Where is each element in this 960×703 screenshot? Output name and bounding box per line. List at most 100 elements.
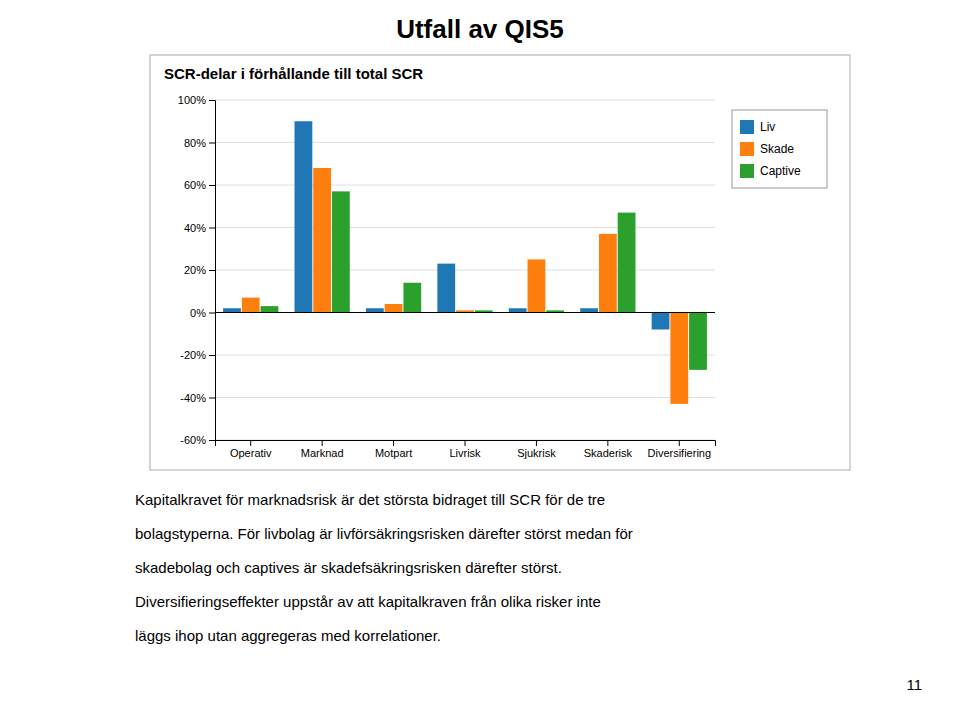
body-line: skadebolag och captives är skadefsäkring… [135,559,562,576]
bar [689,313,707,370]
x-tick-label: Diversifiering [647,447,711,459]
y-tick-label: 40% [184,222,206,234]
x-tick-mark [679,440,680,446]
bar [437,264,455,313]
legend-label: Captive [760,164,801,178]
y-tick-label: -40% [180,392,206,404]
grid-line [215,227,715,228]
page-title: Utfall av QIS5 [396,14,564,44]
x-tick: Sjukrisk [517,440,556,459]
bar [580,308,598,312]
bar [295,121,313,312]
x-tick-label: Operativ [230,447,272,459]
page-number: 11 [906,676,922,693]
grid-line [215,270,715,271]
y-tick-label: 80% [184,137,206,149]
bar [332,191,350,312]
grid-line [215,142,715,143]
body-line: bolagstyperna. För livbolag är livförsäk… [135,525,633,542]
chart-title: SCR-delar i förhållande till total SCR [164,65,423,82]
grid-line [215,355,715,356]
y-tick: 100% [178,94,215,106]
y-tick-mark [209,440,215,441]
x-axis-line [216,441,716,447]
legend-swatch [740,142,754,156]
bars [223,121,707,404]
bar [670,313,688,404]
legend-label: Skade [760,142,794,156]
legend-item: Liv [740,120,775,134]
x-tick-label: Marknad [301,447,344,459]
bar [385,304,403,313]
y-tick-mark [209,313,215,314]
y-tick-label: -60% [180,434,206,446]
bar [403,283,421,313]
body-line: Diversifieringseffekter uppstår av att k… [135,593,601,610]
legend: Liv Skade Captive [732,110,827,188]
y-axis: -60% -40% -20% 0% 20% 40% 60% 80% 100% [178,94,216,446]
y-tick: -60% [180,434,215,446]
x-tick-label: Skaderisk [584,447,633,459]
bar [652,313,670,330]
y-tick-label: 100% [178,94,206,106]
bar [242,298,260,313]
bar [618,213,636,313]
x-tick-label: Sjukrisk [517,447,556,459]
bar-series [223,121,669,329]
legend-label: Liv [760,120,775,134]
x-tick-label: Motpart [375,447,412,459]
grid-line [215,100,715,101]
x-tick-mark [322,440,323,446]
y-tick: -40% [180,392,215,404]
body-line: Kapitalkravet för marknadsrisk är det st… [135,491,605,508]
plot: -60% -40% -20% 0% 20% 40% 60% 80% 100% Operativ Ma… [178,94,716,459]
x-axis: Operativ Marknad Motpart Livrisk Sjukrisk Ska… [216,440,716,459]
x-tick: Skaderisk [584,440,633,459]
x-tick: Diversifiering [647,440,711,459]
bar [528,259,546,312]
zero-line [215,312,715,313]
x-tick-mark [536,440,537,446]
legend-swatch [740,164,754,178]
y-tick-mark [209,100,215,101]
bar-series [261,191,707,370]
y-tick: 0% [190,307,215,319]
grid-line [215,185,715,186]
grid [215,100,715,440]
chart-frame [150,55,850,470]
x-tick-label: Livrisk [449,447,481,459]
y-tick: 60% [184,179,215,191]
y-tick-mark [209,270,215,271]
bar [313,168,331,313]
y-tick-label: 0% [190,307,206,319]
bar-series [242,168,688,404]
bar [223,308,241,312]
x-tick-mark [465,440,466,446]
y-tick: -20% [180,349,215,361]
grid-line [215,397,715,398]
y-axis-line [209,101,216,441]
bar [261,306,279,312]
x-tick: Livrisk [449,440,481,459]
y-tick: 40% [184,222,215,234]
page: Utfall av QIS5 SCR-delar i förhållande ti… [0,0,960,703]
y-tick-label: 20% [184,264,206,276]
bar [366,308,384,312]
bar [509,308,527,312]
x-tick-mark [607,440,608,446]
bar [599,234,617,313]
y-tick-mark [209,143,215,144]
x-tick-mark [393,440,394,446]
body-text: Kapitalkravet för marknadsrisk är det st… [135,491,633,644]
y-tick-label: -20% [180,349,206,361]
body-line: läggs ihop utan aggregeras med korrelati… [135,627,441,644]
legend-item: Skade [740,142,794,156]
legend-swatch [740,120,754,134]
x-tick: Motpart [375,440,412,459]
x-tick-mark [250,440,251,446]
legend-item: Captive [740,164,801,178]
y-tick-label: 60% [184,179,206,191]
y-tick: 20% [184,264,215,276]
y-tick-mark [209,185,215,186]
grid-line [215,312,715,313]
